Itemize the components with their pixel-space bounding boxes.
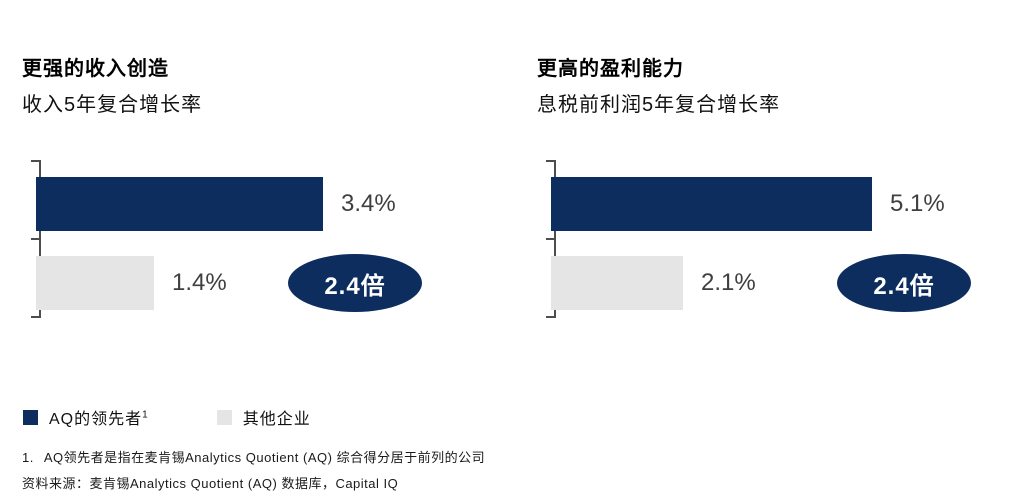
axis-tick — [31, 316, 39, 318]
y-axis-bracket — [546, 160, 556, 318]
axis-tick — [31, 238, 39, 240]
axis-tick — [546, 160, 554, 162]
bar-other-companies — [36, 256, 154, 310]
bar-value-label: 2.1% — [701, 269, 756, 296]
footnote-marker: 1 — [142, 409, 149, 421]
multiplier-badge: 2.4倍 — [288, 254, 422, 312]
multiplier-badge-label: 2.4倍 — [324, 272, 386, 300]
chart-subtitle: 息税前利润5年复合增长率 — [537, 94, 781, 116]
axis-tick — [31, 160, 39, 162]
source-line: 资料来源：麦肯锡Analytics Quotient (AQ) 数据库，Capi… — [22, 476, 399, 491]
legend-swatch-gray — [216, 409, 232, 425]
bar-value-label: 5.1% — [890, 190, 945, 217]
bar-row-other-companies: 1.4% — [36, 256, 227, 310]
y-axis-bracket — [31, 160, 41, 318]
bar-row-aq-leaders: 5.1% — [551, 177, 945, 231]
legend-label: AQ的领先者1 — [49, 409, 149, 428]
chart-title: 更高的盈利能力 — [537, 58, 684, 80]
chart-title: 更强的收入创造 — [22, 58, 169, 80]
bar-row-other-companies: 2.1% — [551, 256, 756, 310]
axis-tick — [546, 238, 554, 240]
legend-item-aq-leaders: AQ的领先者1 — [23, 405, 149, 429]
plot-area: 3.4% 1.4% 2.4倍 — [22, 160, 500, 318]
multiplier-badge-label: 2.4倍 — [873, 272, 935, 300]
bar-row-aq-leaders: 3.4% — [36, 177, 396, 231]
legend-item-other-companies: 其他企业 — [216, 405, 311, 429]
axis-tick — [546, 316, 554, 318]
bar-value-label: 1.4% — [172, 269, 227, 296]
legend-label: 其他企业 — [242, 411, 311, 428]
legend: AQ的领先者1 其他企业 — [23, 405, 311, 429]
plot-area: 5.1% 2.1% 2.4倍 — [537, 160, 1015, 318]
footnote-text: AQ领先者是指在麦肯锡Analytics Quotient (AQ) 综合得分居… — [43, 450, 486, 465]
bar-other-companies — [551, 256, 683, 310]
legend-swatch-navy — [23, 409, 38, 425]
bar-aq-leaders — [36, 177, 323, 231]
footnote-number: 1. — [22, 450, 34, 465]
bar-aq-leaders — [551, 177, 872, 231]
chart-subtitle: 收入5年复合增长率 — [22, 94, 203, 116]
bar-value-label: 3.4% — [341, 190, 396, 217]
multiplier-badge: 2.4倍 — [837, 254, 971, 312]
footnote: 1. AQ领先者是指在麦肯锡Analytics Quotient (AQ) 综合得… — [22, 447, 485, 466]
